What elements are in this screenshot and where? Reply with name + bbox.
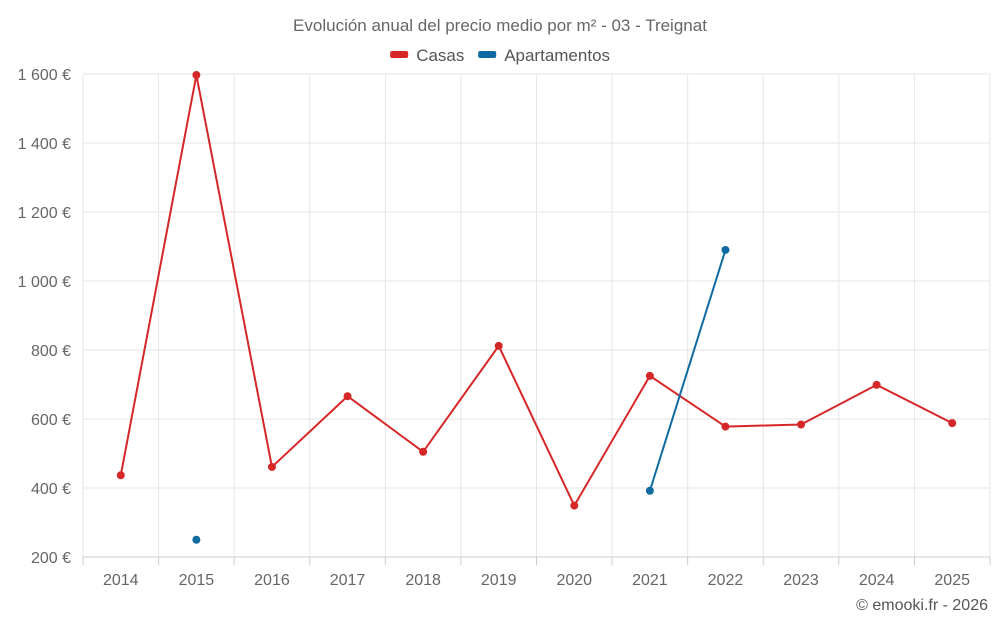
data-point[interactable] xyxy=(267,462,276,471)
data-point[interactable] xyxy=(645,486,654,495)
x-tick-label: 2024 xyxy=(859,572,895,589)
grid-lines xyxy=(82,73,991,557)
y-tick-label: 1 600 € xyxy=(18,67,71,84)
series-group xyxy=(116,71,957,544)
x-tick-label: 2020 xyxy=(556,572,592,589)
data-point[interactable] xyxy=(192,535,201,544)
y-tick-label: 600 € xyxy=(31,412,71,429)
legend-item-casas[interactable]: Casas xyxy=(390,46,464,65)
data-point[interactable] xyxy=(419,447,428,456)
y-tick-label: 1 000 € xyxy=(18,274,71,291)
y-tick-label: 200 € xyxy=(31,550,71,567)
x-tick-label: 2019 xyxy=(481,572,517,589)
series-casas xyxy=(116,71,957,510)
x-tick-label: 2016 xyxy=(254,572,290,589)
x-tick-label: 2025 xyxy=(934,572,970,589)
data-point[interactable] xyxy=(570,501,579,510)
legend-swatch xyxy=(478,51,497,58)
x-tick-label: 2014 xyxy=(103,572,139,589)
legend-label: Casas xyxy=(416,46,464,65)
x-tick-label: 2018 xyxy=(405,572,441,589)
y-tick-label: 1 200 € xyxy=(18,205,71,222)
legend-item-apartamentos[interactable]: Apartamentos xyxy=(478,46,610,65)
series-line xyxy=(119,74,953,507)
y-tick-label: 400 € xyxy=(31,481,71,498)
credit-text: © emooki.fr - 2026 xyxy=(856,597,988,614)
data-point[interactable] xyxy=(116,471,125,480)
data-point[interactable] xyxy=(948,419,957,428)
data-point[interactable] xyxy=(721,422,730,431)
y-axis: 200 € 400 € 600 € 800 € 1 000 € 1 200 € 1 400 … xyxy=(18,67,71,567)
data-point[interactable] xyxy=(872,380,881,389)
legend-label: Apartamentos xyxy=(504,46,610,65)
data-point[interactable] xyxy=(192,71,201,80)
x-tick-label: 2015 xyxy=(179,572,215,589)
data-point[interactable] xyxy=(494,341,503,350)
legend-swatch xyxy=(390,51,409,58)
data-point[interactable] xyxy=(797,420,806,429)
x-axis: 2014 2015 2016 2017 2018 2019 2020 2021 2022 2023… xyxy=(82,556,991,589)
legend: Casas Apartamentos xyxy=(390,46,610,65)
data-point[interactable] xyxy=(645,371,654,380)
series-apartamentos xyxy=(192,245,730,544)
data-point[interactable] xyxy=(343,392,352,401)
data-point[interactable] xyxy=(721,245,730,254)
x-tick-label: 2021 xyxy=(632,572,668,589)
x-tick-label: 2023 xyxy=(783,572,819,589)
series-line xyxy=(648,249,727,492)
y-tick-label: 1 400 € xyxy=(18,136,71,153)
chart-title: Evolución anual del precio medio por m² … xyxy=(293,16,707,35)
y-tick-label: 800 € xyxy=(31,343,71,360)
x-tick-label: 2017 xyxy=(330,572,366,589)
x-tick-label: 2022 xyxy=(708,572,744,589)
